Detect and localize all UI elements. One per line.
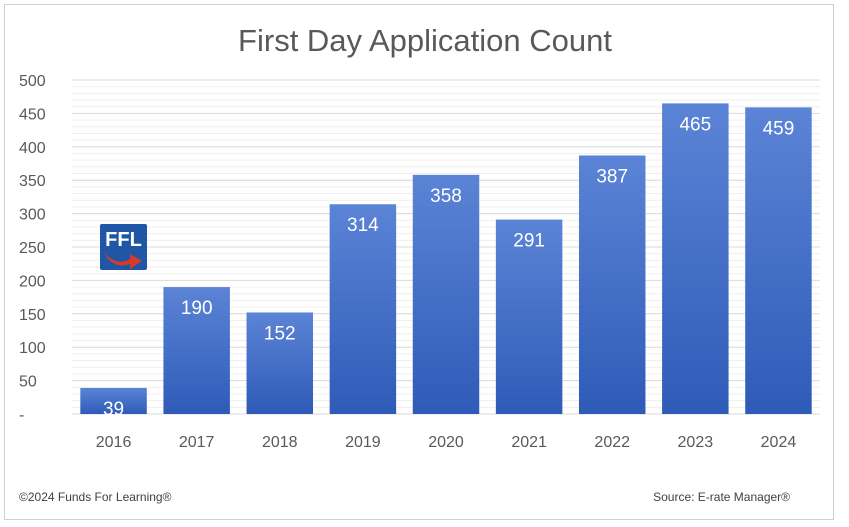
bar [495, 219, 563, 414]
bar [246, 312, 314, 414]
y-tick-label: 350 [19, 173, 46, 190]
bar [412, 174, 480, 414]
y-tick-label: 450 [19, 106, 46, 123]
y-axis: - 50 100 150 200 250 300 350 400 450 500 [19, 73, 46, 424]
x-tick-label: 2024 [761, 434, 797, 451]
x-tick-label: 2023 [678, 434, 714, 451]
x-tick-label: 2018 [262, 434, 298, 451]
data-label: 465 [679, 114, 711, 135]
x-tick-label: 2021 [511, 434, 547, 451]
data-label: 190 [181, 298, 213, 319]
data-label: 152 [264, 323, 296, 344]
bar [745, 107, 812, 414]
source-text: Source: E-rate Manager® [653, 490, 790, 504]
bar [578, 155, 646, 414]
x-axis: 2016 2017 2018 2019 2020 2021 2022 2023 2024 [96, 434, 797, 451]
data-label: 387 [596, 166, 628, 187]
y-tick-label: 200 [19, 273, 46, 290]
bars: 39 190 152 314 358 291 387 465 459 [80, 103, 812, 420]
y-tick-label: 250 [19, 240, 46, 257]
logo-text: FFL [105, 229, 142, 251]
copyright-text: ©2024 Funds For Learning® [19, 490, 172, 504]
y-tick-label: 50 [19, 374, 37, 391]
x-tick-label: 2016 [96, 434, 132, 451]
x-tick-label: 2022 [594, 434, 630, 451]
y-tick-label: 400 [19, 140, 46, 157]
x-tick-label: 2020 [428, 434, 464, 451]
ffl-logo-icon: FFL [100, 224, 147, 270]
x-tick-label: 2017 [179, 434, 215, 451]
data-label: 39 [103, 399, 124, 420]
bar [80, 387, 147, 414]
y-tick-label: 100 [19, 340, 46, 357]
data-label: 358 [430, 186, 462, 207]
bar [329, 204, 397, 414]
bar [163, 287, 230, 414]
x-tick-label: 2019 [345, 434, 381, 451]
y-tick-label: 300 [19, 207, 46, 224]
data-label: 314 [347, 215, 379, 236]
data-label: 291 [513, 231, 545, 252]
data-label: 459 [763, 118, 795, 139]
y-tick-label: 150 [19, 307, 46, 324]
y-tick-label: - [19, 407, 24, 424]
y-tick-label: 500 [19, 73, 46, 90]
chart-title: First Day Application Count [238, 23, 612, 58]
bar [662, 103, 729, 414]
